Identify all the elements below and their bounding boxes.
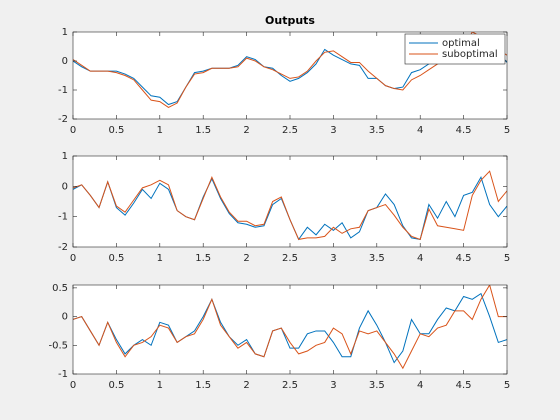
x-tick-label: 3.5 <box>369 380 385 391</box>
x-tick-label: 4.5 <box>456 253 472 264</box>
x-tick-label: 0.5 <box>108 380 124 391</box>
x-tick-label: 4 <box>417 253 423 264</box>
x-tick-label: 1.5 <box>195 125 211 136</box>
series-line <box>73 285 507 370</box>
legend-box <box>404 33 506 65</box>
x-tick-label: 3.5 <box>369 125 385 136</box>
y-tick-label: -1 <box>58 369 68 380</box>
x-tick-label: 4 <box>417 125 423 136</box>
legend-label: suboptimal <box>442 49 498 60</box>
series-line <box>73 32 507 108</box>
x-tick-label: 0 <box>70 125 76 136</box>
x-tick-label: 3.5 <box>369 253 385 264</box>
y-tick-label: -2 <box>58 242 68 253</box>
y-tick-label: -0.5 <box>48 340 68 351</box>
x-tick-label: 2 <box>243 380 249 391</box>
x-tick-label: 3 <box>330 253 336 264</box>
series-line <box>73 170 507 241</box>
y-tick-label: -1 <box>58 212 68 223</box>
chart-title: Outputs <box>265 14 315 27</box>
x-tick-label: 1.5 <box>195 380 211 391</box>
legend-label: optimal <box>442 38 480 49</box>
x-tick-label: 3 <box>330 380 336 391</box>
x-tick-label: 0 <box>70 380 76 391</box>
x-tick-label: 4 <box>417 380 423 391</box>
series-line <box>73 292 507 364</box>
x-tick-label: 0.5 <box>108 125 124 136</box>
x-tick-label: 1 <box>157 253 163 264</box>
y-tick-label: 0.5 <box>52 283 68 294</box>
x-tick-label: 2.5 <box>282 380 298 391</box>
x-tick-label: 5 <box>504 380 510 391</box>
y-tick-label: 1 <box>62 27 68 38</box>
y-tick-label: 0 <box>62 56 68 67</box>
x-tick-label: 2 <box>243 125 249 136</box>
x-tick-label: 0 <box>70 253 76 264</box>
x-tick-label: 5 <box>504 253 510 264</box>
y-tick-label: -1 <box>58 85 68 96</box>
x-tick-label: 3 <box>330 125 336 136</box>
x-tick-label: 4.5 <box>456 125 472 136</box>
x-tick-label: 0.5 <box>108 253 124 264</box>
x-tick-label: 5 <box>504 125 510 136</box>
x-tick-label: 4.5 <box>456 380 472 391</box>
x-tick-label: 2.5 <box>282 253 298 264</box>
x-tick-label: 2.5 <box>282 125 298 136</box>
x-tick-label: 1 <box>157 125 163 136</box>
x-tick-label: 2 <box>243 253 249 264</box>
x-tick-label: 1 <box>157 380 163 391</box>
axes-background <box>73 285 507 374</box>
x-tick-label: 1.5 <box>195 253 211 264</box>
axes-background <box>73 156 507 247</box>
y-tick-label: -2 <box>58 114 68 125</box>
y-tick-label: 1 <box>62 151 68 162</box>
y-tick-label: 0 <box>62 181 68 192</box>
y-tick-label: 0 <box>62 312 68 323</box>
